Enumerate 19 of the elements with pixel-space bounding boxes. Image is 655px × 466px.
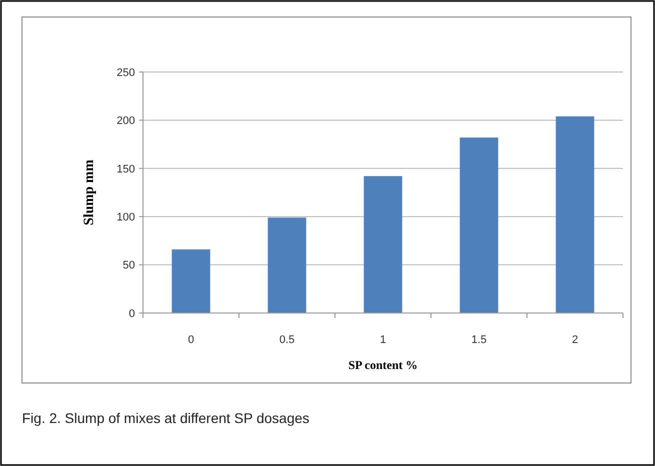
bar bbox=[364, 176, 402, 313]
y-tick-label: 250 bbox=[116, 66, 135, 79]
x-tick-label: 0.5 bbox=[279, 334, 295, 346]
y-tick-label: 200 bbox=[116, 115, 135, 128]
y-axis-title: Slump mm bbox=[82, 159, 97, 226]
x-tick-label: 0 bbox=[188, 334, 194, 346]
y-tick-label: 0 bbox=[128, 308, 135, 320]
x-axis-title: SP content % bbox=[348, 358, 418, 372]
y-tick-label: 50 bbox=[122, 260, 135, 272]
bar bbox=[268, 218, 306, 313]
y-tick-label: 100 bbox=[116, 211, 135, 224]
x-tick-label: 1 bbox=[380, 334, 386, 346]
y-tick-label: 150 bbox=[116, 163, 135, 176]
bar bbox=[460, 138, 498, 313]
x-tick-label: 1.5 bbox=[471, 334, 487, 346]
x-tick-label: 2 bbox=[572, 334, 578, 346]
caption: Fig. 2. Slump of mixes at different SP dosages bbox=[22, 410, 310, 426]
bar bbox=[556, 116, 594, 313]
bar bbox=[172, 249, 210, 313]
